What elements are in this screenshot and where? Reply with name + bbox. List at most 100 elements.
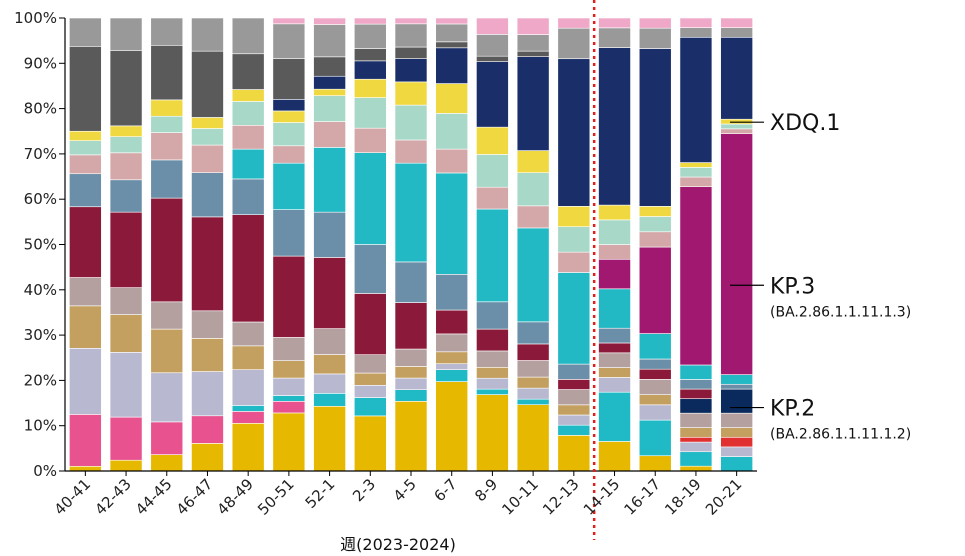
bar-segment — [272, 122, 306, 147]
bar-segment — [313, 257, 346, 329]
bar-segment — [313, 393, 346, 407]
bar-segment — [435, 369, 469, 382]
x-tick-label: 48-49 — [213, 475, 257, 519]
bar-segment — [720, 36, 753, 120]
bar-segment — [69, 154, 102, 175]
bar-16-17 — [638, 17, 672, 472]
bar-segment — [353, 415, 387, 472]
x-tick-label: 4-5 — [390, 475, 420, 505]
bar-segment — [69, 414, 102, 467]
bar-segment — [272, 401, 306, 414]
bar-segment — [191, 50, 224, 118]
bar-segment — [679, 162, 713, 168]
bar-segment — [638, 206, 672, 217]
bar-segment — [313, 121, 346, 148]
bars-layer — [69, 17, 753, 472]
bar-segment — [638, 48, 672, 207]
bar-segment — [150, 372, 184, 423]
bar-segment — [313, 373, 346, 394]
bar-segment — [720, 446, 753, 457]
bar-segment — [679, 388, 713, 400]
bar-segment — [353, 60, 387, 80]
bar-segment — [231, 369, 265, 406]
bar-segment — [720, 427, 753, 438]
bar-segment — [191, 144, 224, 173]
bar-segment — [679, 436, 713, 443]
bar-segment — [476, 186, 509, 210]
bar-segment — [272, 360, 306, 379]
bar-segment — [638, 379, 672, 395]
bar-segment — [598, 327, 631, 344]
x-tick-label: 42-43 — [91, 475, 135, 519]
bar-segment — [353, 397, 387, 417]
bar-segment — [69, 277, 102, 307]
bar-segment — [435, 333, 469, 353]
bar-segment — [720, 374, 753, 385]
bar-segment — [638, 17, 672, 29]
bar-segment — [394, 261, 428, 303]
bar-segment — [476, 61, 509, 128]
bar-segment — [516, 376, 550, 389]
bar-segment — [353, 384, 387, 398]
bar-segment — [598, 258, 631, 290]
bar-segment — [69, 206, 102, 278]
bar-segment — [150, 44, 184, 101]
bar-segment — [720, 388, 753, 414]
x-tick-label: 50-51 — [254, 475, 298, 519]
bar-segment — [191, 415, 224, 444]
bar-segment — [476, 388, 509, 395]
x-axis-label: 週(2023-2024) — [340, 535, 456, 554]
bar-segment — [353, 244, 387, 294]
bar-segment — [394, 81, 428, 106]
bar-segment — [231, 411, 265, 424]
bar-14-15 — [598, 17, 631, 472]
bar-segment — [679, 379, 713, 390]
annotations: XDQ.1 KP.3 (BA.2.86.1.1.11.1.3) KP.2 (BA.2.8… — [730, 111, 911, 443]
x-tick-label: 40-41 — [51, 475, 95, 519]
bar-segment — [516, 150, 550, 173]
bar-segment — [150, 328, 184, 374]
annotation-label: KP.3 — [770, 274, 815, 299]
bar-segment — [69, 465, 102, 472]
bar-segment — [679, 17, 713, 28]
bar-segment — [557, 226, 591, 253]
bar-segment — [638, 231, 672, 248]
bar-segment — [435, 113, 469, 150]
bar-2-3 — [353, 17, 387, 472]
bar-segment — [313, 17, 346, 25]
bar-segment — [313, 211, 346, 258]
bar-segment — [191, 338, 224, 372]
bar-segment — [231, 214, 265, 323]
bar-segment — [231, 423, 265, 472]
bar-segment — [69, 17, 102, 47]
bar-segment — [598, 244, 631, 260]
bar-segment — [598, 377, 631, 393]
annotation-label: XDQ.1 — [770, 111, 840, 136]
bar-segment — [109, 416, 143, 461]
y-tick-labels: 0% 10% 20% 30% 40% 50% 60% 70% 80% 90% 100% — [14, 9, 65, 480]
bar-segment — [272, 17, 306, 25]
bar-segment — [516, 17, 550, 35]
bar-segment — [598, 367, 631, 378]
bar-48-49 — [231, 17, 265, 472]
y-tick-label: 90% — [24, 54, 57, 72]
bar-segment — [598, 391, 631, 442]
bar-segment — [516, 321, 550, 345]
bar-segment — [109, 179, 143, 213]
bar-segment — [516, 360, 550, 378]
bar-segment — [353, 23, 387, 49]
bar-segment — [231, 345, 265, 370]
bar-segment — [150, 421, 184, 455]
bar-segment — [191, 371, 224, 417]
bar-42-43 — [109, 17, 143, 472]
bar-segment — [435, 309, 469, 335]
bar-40-41 — [69, 17, 102, 472]
bar-segment — [394, 302, 428, 350]
bar-4-5 — [394, 17, 428, 472]
bar-segment — [231, 405, 265, 412]
bar-segment — [109, 287, 143, 315]
bar-segment — [313, 147, 346, 213]
y-tick-label: 30% — [24, 326, 57, 344]
bar-segment — [720, 17, 753, 28]
bar-segment — [353, 48, 387, 62]
